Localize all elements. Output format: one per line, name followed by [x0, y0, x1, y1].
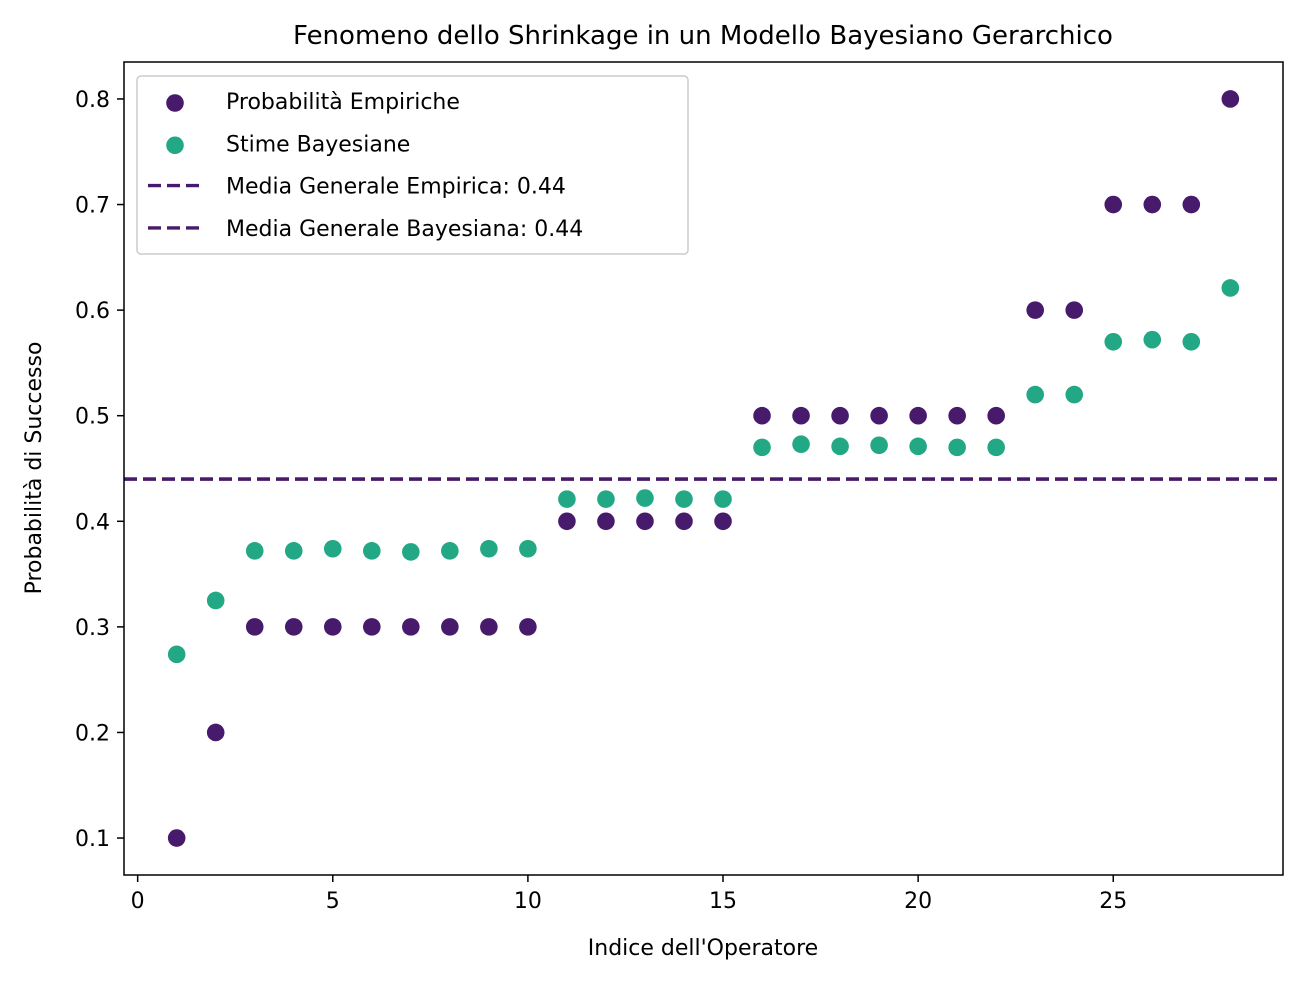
legend-label-4: Media Generale Bayesiana: 0.44	[226, 217, 583, 242]
point-s2-11	[558, 490, 576, 508]
point-s1-21	[948, 406, 966, 425]
point-s1-22	[987, 406, 1005, 425]
point-s1-19	[870, 406, 888, 425]
point-s2-22	[987, 438, 1005, 457]
point-s1-10	[519, 618, 537, 636]
y-tick-label-0.1: 0.1	[75, 827, 110, 852]
point-s1-11	[558, 512, 576, 531]
point-s2-8	[441, 542, 459, 560]
legend-label-1: Probabilità Empiriche	[226, 90, 460, 115]
point-s1-9	[480, 618, 498, 636]
legend-label-2: Stime Bayesiane	[226, 132, 410, 157]
point-s1-6	[362, 618, 381, 636]
point-s2-16	[753, 438, 771, 457]
x-tick-label-10: 10	[514, 889, 542, 914]
point-s1-17	[792, 406, 810, 425]
point-s1-14	[675, 512, 693, 531]
plot-area	[124, 90, 1283, 847]
point-s1-8	[441, 618, 459, 636]
point-s2-28	[1221, 279, 1240, 297]
point-s2-4	[284, 542, 303, 560]
legend-label-3: Media Generale Empirica: 0.44	[226, 175, 566, 200]
point-s2-13	[636, 489, 654, 507]
point-s1-3	[245, 618, 264, 636]
x-tick-label-0: 0	[131, 889, 145, 914]
point-s2-6	[362, 542, 381, 560]
x-tick-label-20: 20	[904, 889, 932, 914]
point-s1-16	[753, 406, 771, 425]
x-tick-label-5: 5	[326, 889, 340, 914]
y-tick-label-0.8: 0.8	[75, 88, 110, 113]
point-s1-25	[1104, 195, 1123, 214]
y-axis: 0.1 0.2 0.3 0.4 0.5 0.6 0.7 0.8	[75, 88, 124, 852]
x-axis-label: Indice dell'Operatore	[588, 936, 818, 961]
legend-box	[136, 75, 689, 255]
point-s2-15	[714, 490, 732, 508]
y-tick-label-0.3: 0.3	[75, 616, 110, 641]
point-s2-17	[792, 435, 810, 454]
x-tick-label-25: 25	[1099, 889, 1127, 914]
point-s1-20	[909, 406, 927, 425]
plot-frame	[123, 61, 1284, 876]
point-s2-21	[948, 438, 966, 457]
point-s1-1	[167, 829, 186, 847]
point-s1-15	[714, 512, 732, 531]
point-s1-7	[402, 618, 420, 636]
point-s2-7	[402, 543, 420, 561]
point-s2-19	[870, 436, 888, 455]
point-s2-10	[519, 539, 537, 558]
point-s2-24	[1065, 385, 1084, 404]
point-s2-25	[1104, 332, 1123, 351]
point-s1-2	[206, 723, 225, 742]
point-s1-23	[1026, 301, 1045, 319]
point-s2-1	[167, 645, 186, 664]
y-tick-label-0.7: 0.7	[75, 194, 110, 219]
point-s2-26	[1143, 330, 1162, 349]
y-tick-label-0.2: 0.2	[75, 721, 110, 746]
point-s1-4	[284, 618, 303, 636]
legend-marker-2	[166, 136, 184, 155]
point-s2-9	[480, 539, 498, 558]
point-s2-18	[831, 437, 849, 456]
x-tick-label-15: 15	[709, 889, 737, 914]
point-s1-28	[1221, 90, 1240, 108]
y-axis-label: Probabilità di Successo	[22, 342, 47, 595]
point-s2-2	[206, 591, 225, 610]
y-tick-label-0.5: 0.5	[75, 405, 110, 430]
point-s2-5	[323, 539, 342, 558]
point-s1-27	[1182, 195, 1201, 214]
point-s1-12	[597, 512, 615, 531]
y-tick-label-0.4: 0.4	[75, 510, 110, 535]
point-s2-3	[245, 542, 264, 560]
point-s1-24	[1065, 301, 1084, 319]
point-s1-26	[1143, 195, 1162, 214]
point-s2-14	[675, 490, 693, 508]
chart-title: Fenomeno dello Shrinkage in un Modello B…	[293, 21, 1113, 51]
y-tick-label-0.6: 0.6	[75, 299, 110, 324]
point-s1-18	[831, 406, 849, 425]
point-s1-13	[636, 512, 654, 531]
point-s2-12	[597, 490, 615, 508]
point-s1-5	[323, 618, 342, 636]
x-axis: 0 5 10 15 20 25	[131, 875, 1127, 914]
point-s2-27	[1182, 332, 1201, 351]
legend-marker-1	[166, 94, 184, 112]
legend: Probabilità Empiriche Stime Bayesiane Medi…	[136, 75, 689, 255]
point-s2-20	[909, 437, 927, 456]
point-s2-23	[1026, 385, 1045, 404]
